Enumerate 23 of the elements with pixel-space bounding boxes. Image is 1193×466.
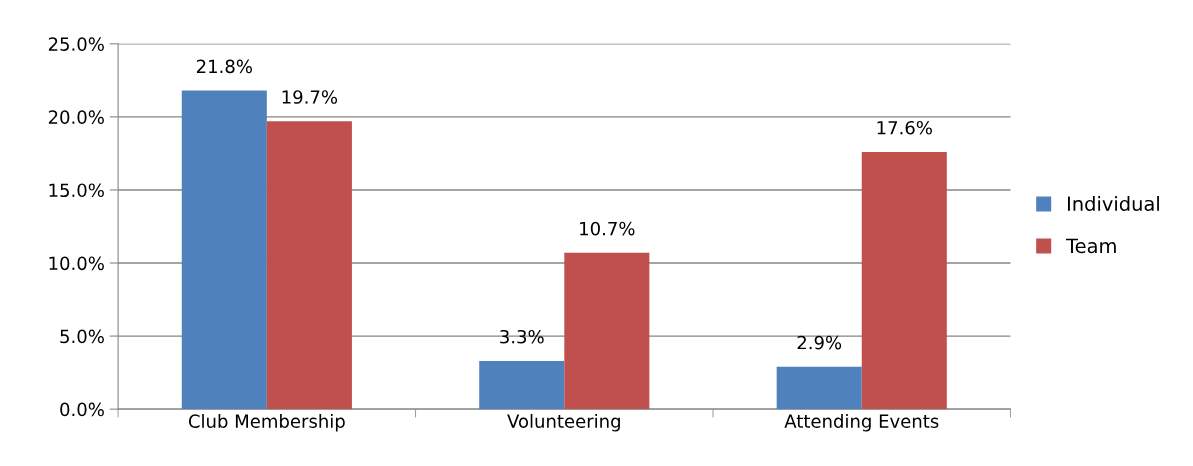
legend-label: Individual: [1067, 195, 1159, 212]
data-label: 17.6%: [877, 120, 932, 135]
bar: [266, 121, 352, 410]
bar: [564, 252, 650, 410]
bar: [479, 360, 565, 410]
data-label: 2.9%: [797, 335, 842, 350]
data-label: 3.3%: [500, 329, 544, 344]
data-label: 10.7%: [580, 221, 635, 236]
x-tick-label: Club Membership: [188, 414, 345, 432]
x-tick-label: Volunteering: [507, 414, 620, 432]
x-tick-label: Attending Events: [784, 414, 939, 432]
bar: [861, 151, 947, 410]
y-tick-label: 25.0%: [48, 37, 104, 51]
y-tick-label: 5.0%: [60, 329, 104, 344]
data-label: 19.7%: [282, 90, 338, 104]
data-label: 21.8%: [196, 59, 252, 74]
y-tick-label: 20.0%: [48, 110, 104, 124]
y-tick-label: 0.0%: [60, 402, 104, 417]
bar: [776, 366, 862, 410]
bar: [181, 90, 267, 410]
y-tick-label: 15.0%: [49, 183, 104, 198]
y-tick-label: 10.0%: [49, 256, 104, 271]
legend-label: Team: [1066, 238, 1116, 254]
